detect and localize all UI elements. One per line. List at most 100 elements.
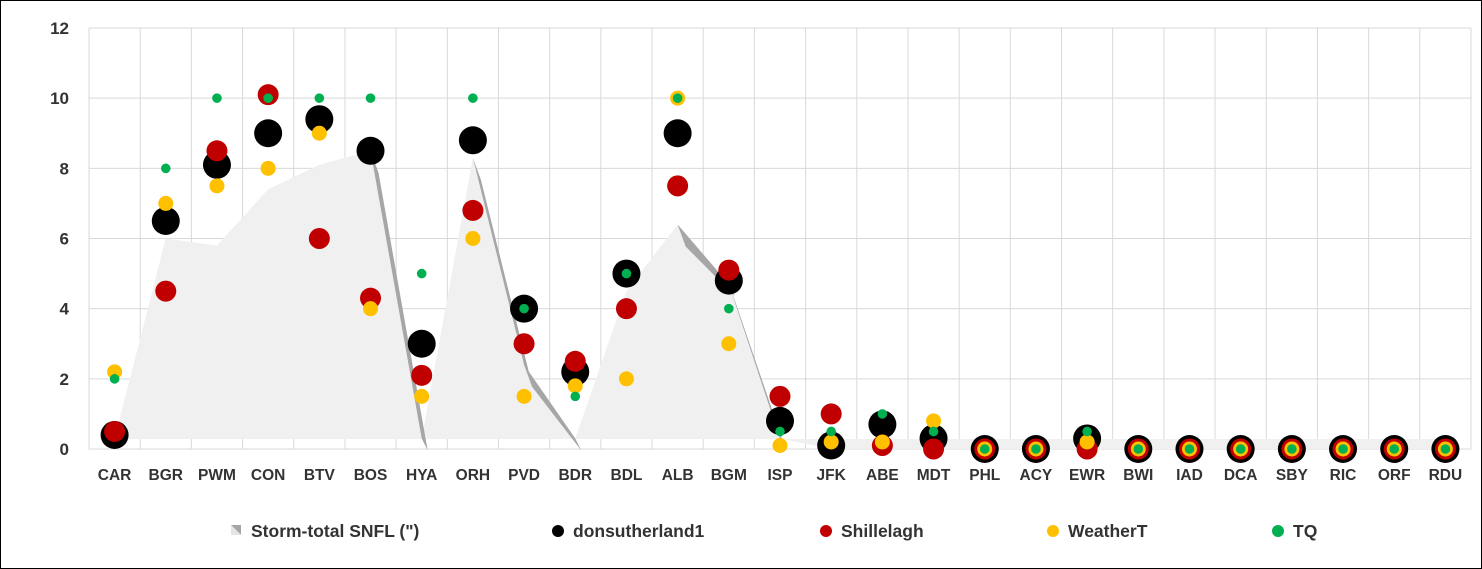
data-point [411, 364, 433, 386]
x-tick-label: ACY [1020, 467, 1053, 484]
legend: Storm-total SNFL (") donsutherland1 Shille… [231, 521, 1317, 541]
data-point [104, 420, 126, 442]
data-point [1082, 426, 1092, 437]
y-tick-label: 0 [60, 440, 69, 459]
y-tick-label: 12 [50, 19, 69, 38]
data-point [1184, 444, 1195, 454]
data-point [516, 388, 532, 404]
x-tick-label: ISP [768, 467, 793, 484]
data-point [151, 206, 180, 235]
data-point [363, 301, 379, 317]
data-point [107, 364, 123, 380]
data-point [868, 410, 897, 439]
y-tick-label: 4 [60, 300, 70, 319]
snowfall-area-edge [524, 364, 582, 451]
data-point [1287, 444, 1297, 454]
data-point [721, 336, 737, 352]
x-tick-label: BTV [304, 467, 336, 484]
x-tick-label: SBY [1276, 467, 1309, 484]
data-point [311, 125, 327, 141]
data-point [928, 426, 939, 437]
data-point [775, 426, 785, 437]
data-point [567, 378, 583, 394]
data-point [826, 426, 836, 437]
x-tick-label: RIC [1330, 467, 1357, 484]
data-point [468, 93, 478, 103]
x-tick-label: BOS [354, 467, 388, 484]
data-point [926, 413, 942, 429]
x-tick-label: IAD [1176, 467, 1203, 484]
area-layer [114, 150, 1446, 451]
data-point [618, 371, 634, 387]
x-tick-label: BGM [711, 467, 747, 484]
data-point [407, 329, 436, 358]
data-point [1133, 444, 1144, 454]
data-point [769, 385, 791, 407]
legend-label: donsutherland1 [573, 521, 705, 541]
x-tick-label: PWM [198, 467, 236, 484]
data-point [212, 93, 222, 103]
x-tick-label: JFK [817, 467, 847, 484]
data-point [1031, 444, 1041, 454]
legend-swatch [1047, 525, 1059, 537]
x-tick-label: CAR [98, 467, 132, 484]
legend-label: TQ [1293, 521, 1317, 541]
x-tick-label: ALB [662, 467, 694, 484]
data-point [254, 119, 283, 148]
data-point [109, 374, 120, 384]
data-point [1235, 444, 1246, 454]
x-tick-label: PVD [508, 467, 540, 484]
x-tick-label: RDU [1429, 467, 1463, 484]
snowfall-area [114, 150, 1446, 449]
data-point [570, 391, 581, 402]
data-point [667, 175, 689, 197]
data-point [672, 93, 683, 103]
x-tick-label: BDR [558, 467, 592, 484]
data-point [356, 136, 385, 165]
data-point [260, 160, 276, 176]
data-point [718, 259, 740, 281]
legend-swatch [552, 525, 564, 537]
snowfall-area-edge [472, 157, 531, 377]
y-tick-label: 6 [60, 230, 69, 249]
x-tick-label: PHL [969, 467, 1000, 484]
legend-label: WeatherT [1068, 521, 1148, 541]
data-point [615, 298, 637, 320]
data-point [1440, 444, 1451, 454]
data-point [155, 280, 177, 302]
x-tick-label: BDL [611, 467, 643, 484]
data-point [621, 268, 632, 279]
y-tick-label: 8 [60, 159, 69, 178]
x-tick-label: EWR [1069, 467, 1105, 484]
legend-label: Shillelagh [841, 521, 924, 541]
x-tick-label: ORH [456, 467, 490, 484]
data-point [365, 93, 376, 103]
data-point [263, 93, 273, 103]
data-point [979, 444, 990, 454]
x-tick-label: BGR [149, 467, 183, 484]
data-point [1338, 444, 1348, 454]
data-point [663, 119, 692, 148]
data-point [772, 437, 788, 453]
y-tick-label: 10 [50, 89, 69, 108]
data-point [564, 350, 586, 372]
data-point [1389, 444, 1400, 454]
data-point [820, 403, 842, 425]
data-point [314, 93, 325, 103]
x-tick-label: CON [251, 467, 285, 484]
snowfall-area-edge [728, 284, 786, 451]
data-point [465, 231, 481, 246]
data-point [877, 409, 888, 419]
data-point [766, 406, 794, 435]
data-point [206, 140, 228, 162]
data-point [923, 438, 945, 460]
data-point [462, 199, 484, 221]
legend-swatch [820, 525, 832, 537]
x-tick-label: DCA [1224, 467, 1258, 484]
x-tick-label: ABE [866, 467, 899, 484]
legend-label: Storm-total SNFL (") [251, 521, 419, 541]
legend-swatch [1272, 525, 1284, 537]
data-point [513, 333, 535, 355]
